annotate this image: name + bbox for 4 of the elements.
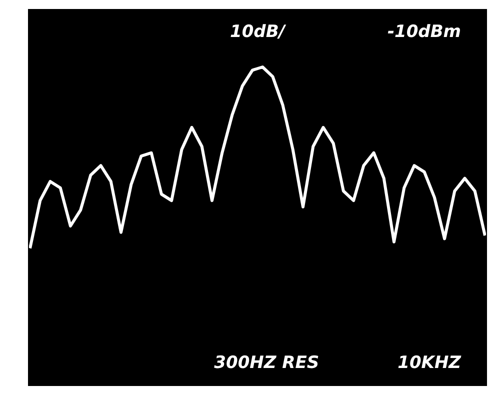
text: -10dBm <box>387 22 461 42</box>
annotation: 300HZ RES <box>214 353 320 373</box>
annotation: 10KHZ <box>398 353 462 373</box>
text: 10dB/ <box>230 22 287 42</box>
